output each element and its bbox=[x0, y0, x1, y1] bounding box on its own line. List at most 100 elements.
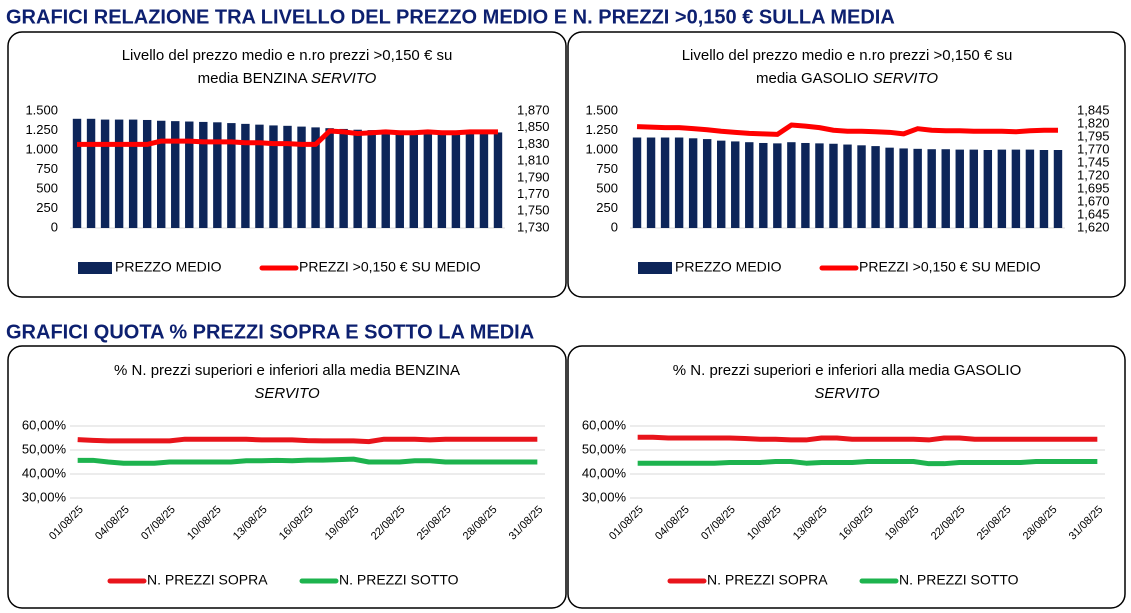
bar bbox=[969, 149, 978, 228]
bar bbox=[885, 147, 894, 228]
chart-title-text: media BENZINA bbox=[198, 70, 308, 87]
bar bbox=[128, 119, 138, 228]
bar bbox=[185, 121, 194, 228]
y2-tick-label: 1,645 bbox=[1077, 206, 1110, 221]
bar bbox=[941, 149, 950, 228]
bar bbox=[227, 123, 236, 228]
bar bbox=[955, 149, 964, 228]
bar bbox=[171, 121, 180, 228]
bar bbox=[773, 143, 782, 228]
bar bbox=[843, 144, 852, 228]
line bbox=[77, 456, 538, 466]
line bbox=[637, 434, 1098, 443]
bar bbox=[269, 125, 278, 228]
legend-label: N. PREZZI SOTTO bbox=[339, 572, 459, 588]
bar bbox=[241, 123, 250, 228]
bar bbox=[142, 119, 152, 228]
bar bbox=[1025, 149, 1035, 228]
chart-title: SERVITO bbox=[814, 385, 880, 402]
bar bbox=[997, 149, 1007, 228]
bar bbox=[465, 132, 475, 228]
bar bbox=[297, 126, 306, 228]
y-tick-label: 60,00% bbox=[582, 417, 627, 432]
bar bbox=[660, 137, 670, 228]
section-heading: GRAFICI RELAZIONE TRA LIVELLO DEL PREZZO… bbox=[6, 6, 895, 28]
y-tick-label: 1.250 bbox=[585, 122, 618, 137]
y2-tick-label: 1,730 bbox=[517, 219, 550, 234]
y-tick-label: 50,00% bbox=[22, 441, 67, 456]
y-tick-label: 1.000 bbox=[585, 141, 618, 156]
y-tick-label: 250 bbox=[36, 200, 58, 215]
bar bbox=[381, 130, 390, 228]
y2-tick-label: 1,820 bbox=[1077, 115, 1110, 130]
bar bbox=[871, 146, 880, 228]
legend-swatch bbox=[78, 262, 112, 274]
bar bbox=[731, 141, 740, 228]
legend-swatch bbox=[638, 262, 672, 274]
y2-tick-label: 1,790 bbox=[517, 169, 550, 184]
y-tick-label: 30,00% bbox=[582, 489, 627, 504]
bar bbox=[688, 138, 698, 228]
y-tick-label: 500 bbox=[596, 180, 618, 195]
bar bbox=[72, 118, 82, 228]
chart-title: % N. prezzi superiori e inferiori alla m… bbox=[114, 362, 460, 379]
chart-title-italic: SERVITO bbox=[254, 385, 320, 402]
y-tick-label: 40,00% bbox=[22, 465, 67, 480]
chart-title: media BENZINA SERVITO bbox=[198, 70, 377, 87]
bar bbox=[213, 122, 222, 228]
chart-title: media GASOLIO SERVITO bbox=[756, 70, 938, 87]
bar bbox=[1011, 149, 1021, 228]
bar bbox=[983, 150, 993, 228]
y2-tick-label: 1,810 bbox=[517, 153, 550, 168]
chart-title-italic: SERVITO bbox=[311, 70, 377, 87]
y-tick-label: 50,00% bbox=[582, 441, 627, 456]
chart-title: Livello del prezzo medio e n.ro prezzi >… bbox=[122, 47, 453, 64]
y-tick-label: 750 bbox=[596, 161, 618, 176]
y2-tick-label: 1,695 bbox=[1077, 180, 1110, 195]
chart-title: % N. prezzi superiori e inferiori alla m… bbox=[673, 362, 1021, 379]
panel bbox=[567, 345, 1126, 609]
bar bbox=[199, 121, 208, 228]
bar bbox=[632, 137, 642, 228]
bar bbox=[787, 142, 796, 228]
bar bbox=[927, 149, 936, 228]
chart-title-italic: SERVITO bbox=[814, 385, 880, 402]
line bbox=[637, 459, 1098, 467]
bar bbox=[311, 127, 320, 228]
y2-tick-label: 1,795 bbox=[1077, 128, 1110, 143]
line bbox=[77, 436, 538, 445]
bar bbox=[86, 118, 96, 228]
y-tick-label: 0 bbox=[51, 219, 58, 234]
y2-tick-label: 1,720 bbox=[1077, 167, 1110, 182]
bar bbox=[674, 137, 684, 228]
y2-tick-label: 1,850 bbox=[517, 119, 550, 134]
panel bbox=[7, 345, 567, 609]
y-tick-label: 30,00% bbox=[22, 489, 67, 504]
bar bbox=[325, 128, 334, 228]
y-tick-label: 1.250 bbox=[25, 122, 58, 137]
bar bbox=[353, 129, 362, 228]
bar bbox=[367, 130, 376, 228]
bar bbox=[857, 145, 866, 228]
bar bbox=[157, 120, 166, 228]
y2-tick-label: 1,845 bbox=[1077, 102, 1110, 117]
bar bbox=[395, 130, 404, 228]
legend-label: PREZZO MEDIO bbox=[675, 259, 782, 275]
y-tick-label: 40,00% bbox=[582, 465, 627, 480]
bar bbox=[815, 143, 824, 228]
bar bbox=[283, 125, 292, 228]
legend-label: PREZZI >0,150 € SU MEDIO bbox=[299, 259, 481, 275]
chart-title: Livello del prezzo medio e n.ro prezzi >… bbox=[682, 47, 1013, 64]
chart-title-text: % N. prezzi superiori e inferiori alla m… bbox=[673, 362, 1021, 379]
y-tick-label: 60,00% bbox=[22, 417, 67, 432]
bar bbox=[801, 142, 810, 228]
bar bbox=[1053, 150, 1063, 228]
bar bbox=[451, 131, 461, 228]
chart-title-italic: SERVITO bbox=[873, 70, 939, 87]
bar bbox=[913, 148, 922, 228]
chart-title-text: media GASOLIO bbox=[756, 70, 869, 87]
y2-tick-label: 1,870 bbox=[517, 102, 550, 117]
y-tick-label: 1.500 bbox=[585, 102, 618, 117]
chart-title-text: Livello del prezzo medio e n.ro prezzi >… bbox=[122, 47, 453, 64]
